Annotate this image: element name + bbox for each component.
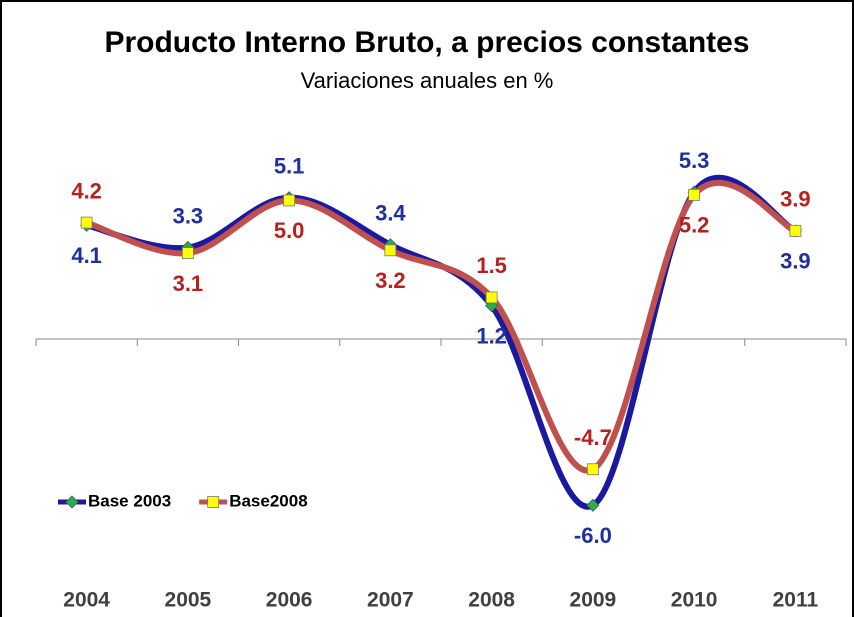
data-label: 1.2 — [476, 324, 507, 349]
legend-item: Base2008 — [199, 491, 308, 510]
data-label: 4.2 — [71, 178, 102, 203]
data-label: 5.3 — [679, 148, 710, 173]
x-tick-label: 2005 — [165, 589, 212, 612]
data-label: 5.0 — [274, 218, 305, 243]
data-label: 1.5 — [476, 253, 507, 278]
marker — [384, 244, 397, 257]
marker — [789, 225, 802, 237]
data-label: 5.2 — [679, 213, 710, 238]
legend-label: Base 2003 — [88, 491, 171, 510]
legend-label: Base2008 — [229, 491, 307, 510]
marker — [181, 247, 194, 259]
data-label: -4.7 — [574, 425, 612, 450]
chart-title: Producto Interno Bruto, a precios consta… — [104, 26, 749, 59]
legend-item: Base 2003 — [58, 491, 171, 510]
data-label: 3.2 — [375, 268, 406, 293]
data-label: 3.1 — [173, 271, 204, 296]
marker — [80, 216, 93, 229]
x-tick-label: 2007 — [367, 589, 414, 612]
data-label: 3.4 — [375, 201, 406, 226]
marker — [65, 495, 79, 509]
data-label: 3.3 — [173, 203, 204, 228]
data-label: 5.1 — [274, 153, 305, 178]
marker — [283, 194, 296, 207]
data-label: -6.0 — [574, 523, 612, 548]
x-tick-label: 2008 — [468, 589, 515, 612]
marker — [688, 188, 701, 201]
data-label: 3.9 — [780, 187, 811, 212]
marker — [586, 498, 600, 512]
x-tick-label: 2004 — [63, 589, 110, 612]
x-tick-label: 2011 — [773, 589, 819, 612]
marker — [207, 496, 220, 508]
data-label: 3.9 — [780, 249, 811, 274]
x-tick-label: 2010 — [671, 589, 718, 612]
x-tick-label: 2006 — [266, 589, 313, 612]
chart-subtitle: Variaciones anuales en % — [301, 68, 554, 93]
x-tick-label: 2009 — [570, 589, 617, 612]
marker — [485, 291, 498, 304]
data-label: 4.1 — [71, 243, 102, 268]
marker — [586, 463, 599, 476]
